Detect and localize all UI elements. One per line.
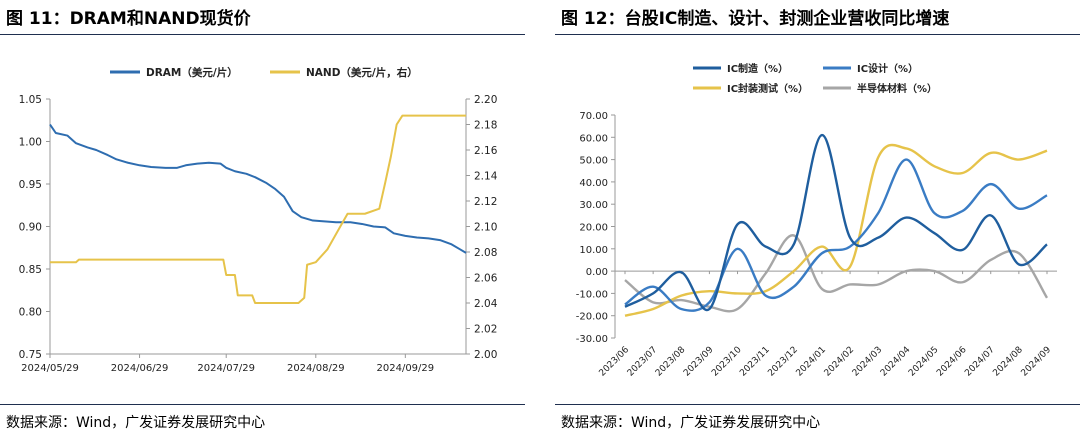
right-y-tick-label: 2.02 bbox=[474, 324, 497, 336]
x-tick-label: 2024/05 bbox=[907, 345, 941, 379]
title-rule bbox=[0, 34, 525, 35]
x-tick-label: 2024/06 bbox=[935, 345, 969, 379]
legend-label: IC封装测试（%） bbox=[727, 82, 808, 95]
footer-rule bbox=[0, 404, 525, 405]
y-tick-label: 70.00 bbox=[579, 111, 608, 122]
y-tick-label: 30.00 bbox=[579, 200, 608, 211]
right-y-tick-label: 2.14 bbox=[474, 171, 498, 183]
right-y-tick-label: 2.08 bbox=[474, 247, 497, 259]
left-y-tick-label: 0.75 bbox=[19, 349, 42, 361]
title-rule bbox=[555, 34, 1080, 35]
legend-label: IC设计（%） bbox=[857, 62, 918, 75]
ic-revenue-growth-chart: 70.00 60.00 50.00 40.00 30.00 20.00 10.00 0.00 -… bbox=[576, 62, 1057, 379]
x-tick-label: 2023/09 bbox=[682, 345, 716, 379]
figure-12-title: 图 12：台股IC制造、设计、封测企业营收同比增速 bbox=[561, 9, 950, 29]
legend-label: 半导体材料（%） bbox=[857, 82, 937, 95]
y-tick-label: 20.00 bbox=[579, 223, 608, 234]
chart-legend: DRAM（美元/片） NAND（美元/片，右） bbox=[110, 66, 418, 79]
x-tick-label: 2024/08/29 bbox=[287, 363, 345, 374]
left-y-tick-label: 0.90 bbox=[19, 222, 42, 234]
y-tick-label: -10.00 bbox=[576, 289, 608, 300]
y-tick-label: -20.00 bbox=[576, 312, 608, 323]
right-y-tick-label: 2.12 bbox=[474, 196, 497, 208]
x-tick-label: 2023/11 bbox=[738, 345, 772, 379]
left-y-tick-label: 0.80 bbox=[19, 307, 42, 319]
ic-design-series-line bbox=[624, 158, 1048, 312]
x-tick-label: 2024/01 bbox=[795, 345, 829, 379]
footer-rule bbox=[555, 404, 1080, 405]
x-tick-label: 2024/06/29 bbox=[111, 363, 169, 374]
right-y-tick-label: 2.06 bbox=[474, 273, 498, 285]
right-y-tick-label: 2.18 bbox=[474, 120, 497, 132]
ic-packaging-testing-series-line bbox=[624, 143, 1048, 317]
legend-label: DRAM（美元/片） bbox=[146, 66, 238, 79]
x-tick-label: 2023/08 bbox=[654, 345, 688, 379]
x-tick-label: 2024/04 bbox=[879, 345, 913, 379]
x-tick-label: 2023/07 bbox=[626, 345, 660, 379]
chart-legend: IC制造（%） IC设计（%） IC封装测试（%） 半导体材料（%） bbox=[693, 62, 937, 95]
left-y-tick-label: 0.95 bbox=[19, 179, 42, 191]
semiconductor-materials-series-line bbox=[624, 234, 1049, 313]
dram-series-line bbox=[49, 123, 467, 254]
figure-12-source: 数据来源：Wind，广发证券发展研究中心 bbox=[561, 415, 821, 431]
right-figure-panel: 图 12：台股IC制造、设计、封测企业营收同比增速 70.00 60.00 50.0… bbox=[555, 0, 1080, 439]
y-tick-label: 10.00 bbox=[579, 245, 608, 256]
x-tick-label: 2024/07 bbox=[963, 345, 997, 379]
legend-label: IC制造（%） bbox=[727, 62, 788, 75]
x-tick-label: 2023/06 bbox=[598, 345, 632, 379]
right-y-tick-label: 2.04 bbox=[474, 298, 498, 310]
left-y-tick-label: 1.00 bbox=[19, 137, 42, 149]
nand-series-line bbox=[50, 114, 466, 304]
x-tick-label: 2024/07/29 bbox=[197, 363, 255, 374]
right-y-tick-label: 2.20 bbox=[474, 94, 497, 106]
legend-label: NAND（美元/片，右） bbox=[306, 66, 418, 79]
dram-nand-chart: 1.05 1.00 0.95 0.90 0.85 0.80 0.75 2.20 2.18 2.16… bbox=[19, 66, 498, 374]
x-tick-label: 2024/09 bbox=[1020, 345, 1054, 379]
x-tick-label: 2023/10 bbox=[710, 345, 744, 379]
x-tick-label: 2024/08 bbox=[991, 345, 1025, 379]
x-tick-label: 2024/02 bbox=[823, 345, 857, 379]
right-y-tick-label: 2.00 bbox=[474, 349, 497, 361]
ic-manufacturing-series-line bbox=[624, 133, 1048, 312]
right-y-tick-label: 2.16 bbox=[474, 145, 498, 157]
y-tick-label: 60.00 bbox=[579, 133, 608, 144]
x-tick-label: 2024/09/29 bbox=[377, 363, 435, 374]
y-tick-label: 40.00 bbox=[579, 178, 608, 189]
y-tick-label: 0.00 bbox=[586, 267, 608, 278]
right-y-tick-label: 2.10 bbox=[474, 222, 497, 234]
x-tick-label: 2024/03 bbox=[851, 345, 885, 379]
left-figure-panel: 图 11：DRAM和NAND现货价 1.05 1.00 0.95 0.90 0.85 0.… bbox=[0, 0, 525, 439]
left-y-tick-label: 0.85 bbox=[19, 264, 42, 276]
figure-11-source: 数据来源：Wind，广发证券发展研究中心 bbox=[6, 415, 266, 431]
figure-11-title: 图 11：DRAM和NAND现货价 bbox=[6, 9, 251, 29]
y-tick-label: -30.00 bbox=[576, 334, 608, 345]
y-tick-label: 50.00 bbox=[579, 156, 608, 167]
x-tick-label: 2024/05/29 bbox=[21, 363, 79, 374]
x-tick-label: 2023/12 bbox=[766, 345, 800, 379]
left-y-tick-label: 1.05 bbox=[19, 94, 42, 106]
